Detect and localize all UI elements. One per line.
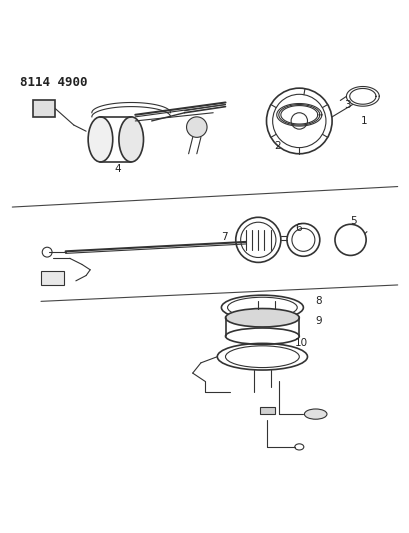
Text: 5: 5	[350, 215, 356, 225]
Circle shape	[186, 117, 207, 138]
Ellipse shape	[304, 409, 326, 419]
Ellipse shape	[225, 309, 299, 327]
Ellipse shape	[119, 117, 143, 162]
Bar	[260, 407, 274, 414]
Text: 1: 1	[360, 116, 366, 126]
Text: 9: 9	[315, 316, 321, 326]
Text: 6: 6	[294, 223, 301, 233]
Text: 3: 3	[344, 100, 350, 110]
Text: 8: 8	[315, 296, 321, 306]
Text: 10: 10	[294, 338, 308, 348]
Text: 8114 4900: 8114 4900	[20, 76, 88, 89]
Text: 4: 4	[115, 164, 121, 174]
Bar	[41, 271, 63, 285]
Text: 7: 7	[221, 232, 227, 242]
Text: 2: 2	[274, 141, 281, 151]
Ellipse shape	[88, 117, 112, 162]
Bar	[33, 100, 55, 117]
